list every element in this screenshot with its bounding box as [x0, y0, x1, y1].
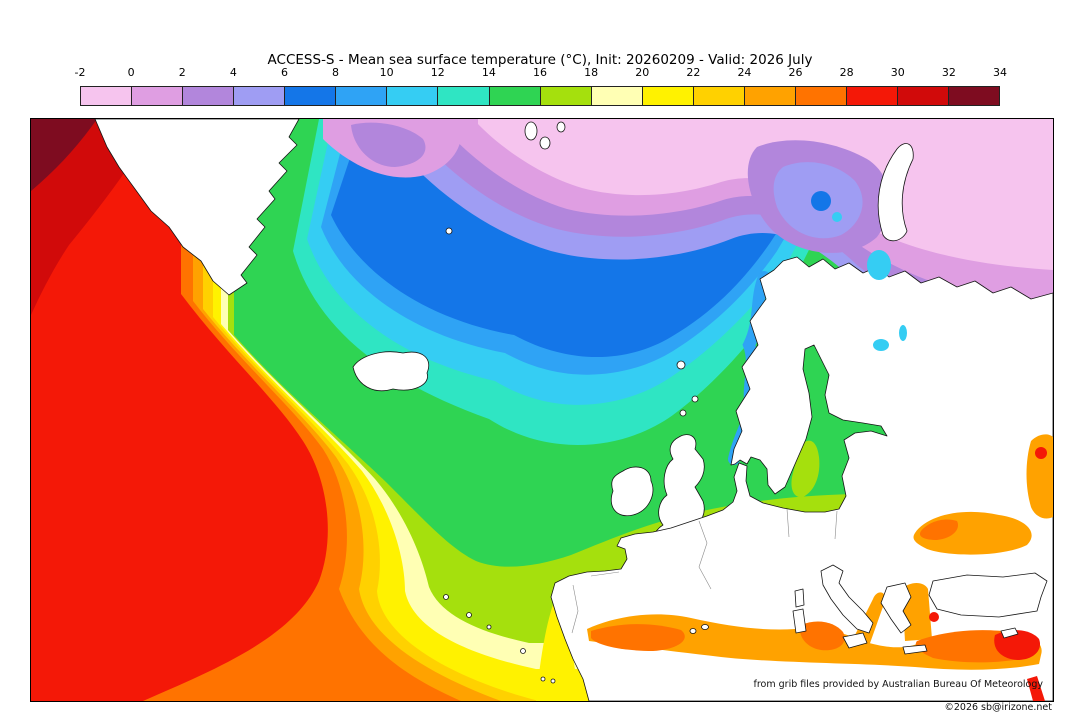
land-svalbard-2: [539, 136, 551, 150]
colorbar-segment-6-to-8: [285, 87, 337, 105]
mediterranean-lands: [689, 564, 1048, 655]
se-aegean-hot-spot: [929, 612, 939, 622]
land-jan-mayen: [445, 227, 453, 235]
land-svalbard-1: [524, 121, 538, 141]
colorbar-tick-32: 32: [941, 66, 956, 79]
border-pyrenees: [590, 571, 620, 577]
border-germany-poland: [786, 508, 790, 538]
colorbar-tick-22: 22: [686, 66, 701, 79]
colorbar-segment-32-to-34: [949, 87, 1000, 105]
colorbar-tick-24: 24: [737, 66, 752, 79]
land-orkney: [679, 409, 687, 417]
colorbar-tick-8: 8: [332, 66, 340, 79]
colorbar-tick-16: 16: [533, 66, 547, 79]
colorbar-tick-28: 28: [839, 66, 854, 79]
copyright-text: ©2026 sb@irizone.net: [944, 702, 1052, 713]
colorbar-segment-22-to-24: [693, 87, 745, 105]
land-canary-2: [550, 678, 556, 684]
colorbar-tick-labels: -2 0 2 4 6 8 10 12 14 16 18 20 22 24 26 28 30 32 34: [75, 66, 1007, 80]
land-azores-2: [466, 612, 472, 618]
colorbar-tick-14: 14: [481, 66, 496, 79]
land-ireland: [610, 466, 654, 517]
colorbar-segment-14-to-16: [489, 87, 541, 105]
colorbar-tick-26: 26: [788, 66, 803, 79]
colorbar-segment-0-to-2: [132, 87, 184, 105]
land-shetland: [691, 395, 699, 403]
colorbar-tick-30: 30: [890, 66, 905, 79]
black-sea-west-warm-patch: [919, 519, 959, 540]
map-frame: from grib files provided by Australian B…: [30, 118, 1054, 702]
white-sea: [867, 250, 891, 280]
country-borders: [571, 508, 838, 634]
land-balearic-2: [701, 624, 709, 630]
colorbar-tick-0: 0: [127, 66, 135, 79]
red-sea-sliver: [1027, 676, 1045, 701]
land-svalbard-3: [556, 121, 566, 133]
arctic-blue-spot: [811, 191, 831, 211]
land-novaya-zemlya: [877, 143, 914, 242]
credit-text: from grib files provided by Australian B…: [754, 679, 1044, 690]
colorbar-segment-16-to-18: [540, 87, 592, 105]
land-sardinia: [792, 608, 807, 634]
colorbar-segment-30-to-32: [898, 87, 950, 105]
colorbar: [80, 86, 1000, 106]
land-madeira: [520, 648, 526, 654]
tyrrhenian-warm-patch: [800, 621, 845, 651]
alboran-warm-patch: [591, 624, 685, 651]
colorbar-segment-20-to-22: [642, 87, 694, 105]
map-svg: from grib files provided by Australian B…: [31, 119, 1053, 701]
colorbar-tick-12: 12: [430, 66, 445, 79]
colorbar-segment-24-to-26: [744, 87, 796, 105]
colorbar-tick-20: 20: [635, 66, 650, 79]
lake-ladoga: [873, 339, 889, 351]
colorbar-tick-4: 4: [229, 66, 237, 79]
land-greece: [880, 582, 912, 634]
colorbar-tick-10: 10: [379, 66, 394, 79]
land-azores-1: [443, 594, 449, 600]
colorbar-tick-6: 6: [280, 66, 288, 79]
border-portugal-spain: [571, 584, 579, 634]
land-italy: [820, 564, 874, 634]
colorbar-tick-34: 34: [993, 66, 1007, 79]
land-cyprus: [1000, 627, 1019, 639]
border-france-germany: [698, 520, 712, 590]
land-iceland: [352, 351, 429, 392]
colorbar-segment-8-to-10: [336, 87, 388, 105]
page-title: ACCESS-S - Mean sea surface temperature …: [267, 52, 813, 68]
land-corsica: [794, 588, 805, 608]
colorbar-segment-2-to-4: [183, 87, 235, 105]
land-turkey: [928, 572, 1048, 618]
land-greenland: [94, 119, 300, 296]
land-balearic-1: [689, 628, 697, 634]
colorbar-segment-12-to-14: [438, 87, 490, 105]
colorbar-segment--2-to-0: [81, 87, 133, 105]
land-faroe: [676, 360, 686, 370]
colorbar-segment-28-to-30: [846, 87, 898, 105]
inland-seas: [587, 250, 1053, 701]
land-sicily: [842, 632, 868, 649]
land-crete: [902, 644, 928, 655]
border-baltic-states: [834, 510, 838, 540]
colorbar-tick-18: 18: [584, 66, 599, 79]
colorbar-segment-4-to-6: [234, 87, 286, 105]
colorbar-tick-2: 2: [178, 66, 186, 79]
land-azores-3: [486, 624, 492, 630]
arctic-cyan-spot: [832, 212, 842, 222]
colorbar-segment-10-to-12: [387, 87, 439, 105]
caspian-hot-spot: [1035, 447, 1047, 459]
colorbar-segment-18-to-20: [591, 87, 643, 105]
colorbar-tick--2: -2: [74, 66, 86, 79]
sea-band-32-34: [31, 119, 97, 191]
lake-onega: [899, 325, 907, 341]
colorbar-segment-26-to-28: [795, 87, 847, 105]
greenland-ne-purple-patch: [351, 122, 426, 167]
land-canary-1: [540, 676, 546, 682]
